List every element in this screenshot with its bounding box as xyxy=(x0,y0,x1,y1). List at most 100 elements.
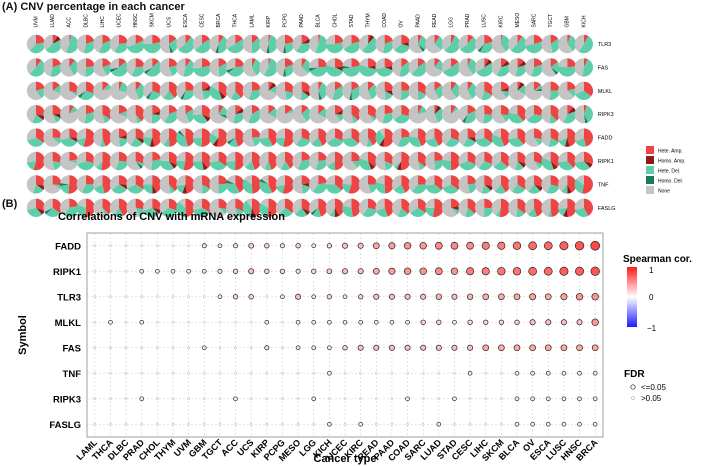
data-point xyxy=(296,371,300,375)
pie-slice xyxy=(266,44,270,54)
data-point xyxy=(234,422,237,426)
pie-slice xyxy=(33,151,46,171)
pie-slice xyxy=(235,58,245,68)
data-point xyxy=(404,293,411,300)
pie-slice xyxy=(491,105,507,124)
pie-slice xyxy=(459,161,477,171)
pie-slice xyxy=(159,34,171,54)
pie-slice xyxy=(259,81,278,101)
data-point xyxy=(500,371,503,375)
data-point xyxy=(109,371,112,375)
pie-slice xyxy=(275,151,285,170)
pie-column-label: SARC xyxy=(532,13,538,27)
pie-legend-label: Homo. Amp. xyxy=(658,159,686,165)
data-point xyxy=(530,370,535,376)
data-point xyxy=(171,320,175,324)
pie-slice xyxy=(467,81,473,91)
data-point xyxy=(109,269,112,273)
pie-slice xyxy=(235,81,245,98)
pie-slice xyxy=(126,198,140,218)
pie-slice xyxy=(168,38,178,53)
pie-slice xyxy=(583,34,589,44)
pie-slice xyxy=(32,184,44,194)
data-point xyxy=(545,370,551,376)
pie-slice xyxy=(508,112,524,124)
pie-slice xyxy=(484,198,494,209)
pie-slice xyxy=(168,65,178,76)
pie-slice xyxy=(309,198,319,214)
pie-legend-swatch xyxy=(646,146,654,154)
pie-slice xyxy=(500,34,510,52)
pie-slice xyxy=(495,207,501,217)
data-point xyxy=(124,295,128,299)
y-axis-label: Symbol xyxy=(17,315,29,355)
pie-slice xyxy=(52,114,61,123)
pie-slice xyxy=(458,198,468,217)
pie-slice xyxy=(52,151,62,163)
pie-slice xyxy=(285,81,295,94)
pie-slice xyxy=(417,34,422,44)
pie-slice xyxy=(467,137,477,142)
pie-slice xyxy=(500,34,503,44)
pie-slice xyxy=(143,81,153,98)
pie-slice xyxy=(475,128,485,141)
pie-slice xyxy=(242,34,253,54)
pie-slice xyxy=(29,42,46,54)
pie-slice xyxy=(408,128,418,138)
pie-slice xyxy=(268,58,271,68)
pie-slice xyxy=(202,151,212,169)
pie-slice xyxy=(342,105,354,124)
data-point xyxy=(530,421,535,427)
pie-slice xyxy=(251,105,260,115)
pie-slice xyxy=(343,41,361,54)
pie-slice xyxy=(227,39,245,54)
pie-slice xyxy=(376,207,388,217)
pie-slice xyxy=(228,137,238,147)
data-point xyxy=(109,295,112,299)
pie-column-label: STAD xyxy=(349,14,355,27)
data-point xyxy=(453,371,456,375)
pie-slice xyxy=(368,175,378,185)
data-point xyxy=(513,344,521,352)
pie-slice xyxy=(192,81,205,100)
colorbar-title: Spearman cor. xyxy=(623,254,692,265)
data-point xyxy=(156,397,159,401)
pie-slice xyxy=(301,58,307,68)
pie-slice xyxy=(52,198,62,214)
data-point xyxy=(248,294,254,300)
pie-slice xyxy=(285,58,294,68)
pie-slice xyxy=(491,175,501,192)
pie-slice xyxy=(275,198,285,215)
pie-slice xyxy=(259,137,273,147)
pie-slice xyxy=(119,110,129,118)
pie-slice xyxy=(102,64,112,76)
pie-slice xyxy=(462,114,468,123)
pie-slice xyxy=(301,107,311,122)
pie-slice xyxy=(484,175,494,187)
pie-slice xyxy=(168,81,178,98)
pie-slice xyxy=(524,175,534,192)
pie-slice xyxy=(102,58,112,68)
pie-slice xyxy=(451,106,459,115)
data-point xyxy=(372,267,380,275)
pie-slice xyxy=(85,151,95,164)
pie-slice xyxy=(176,201,187,217)
pie-slice xyxy=(135,114,142,124)
data-point xyxy=(248,268,255,275)
pie-slice xyxy=(499,198,511,217)
pie-slice xyxy=(359,58,368,68)
data-point xyxy=(514,396,520,402)
pie-slice xyxy=(126,175,136,189)
pie-slice xyxy=(93,105,105,124)
pie-slice xyxy=(534,58,543,68)
pie-slice xyxy=(96,161,103,171)
pie-slice xyxy=(301,175,311,185)
pie-slice xyxy=(583,114,588,124)
pie-slice xyxy=(368,114,377,121)
pie-slice xyxy=(69,60,79,76)
data-point xyxy=(249,371,253,375)
pie-slice xyxy=(550,81,560,91)
data-point xyxy=(574,241,585,251)
data-point xyxy=(187,422,190,426)
pie-slice xyxy=(351,34,361,44)
